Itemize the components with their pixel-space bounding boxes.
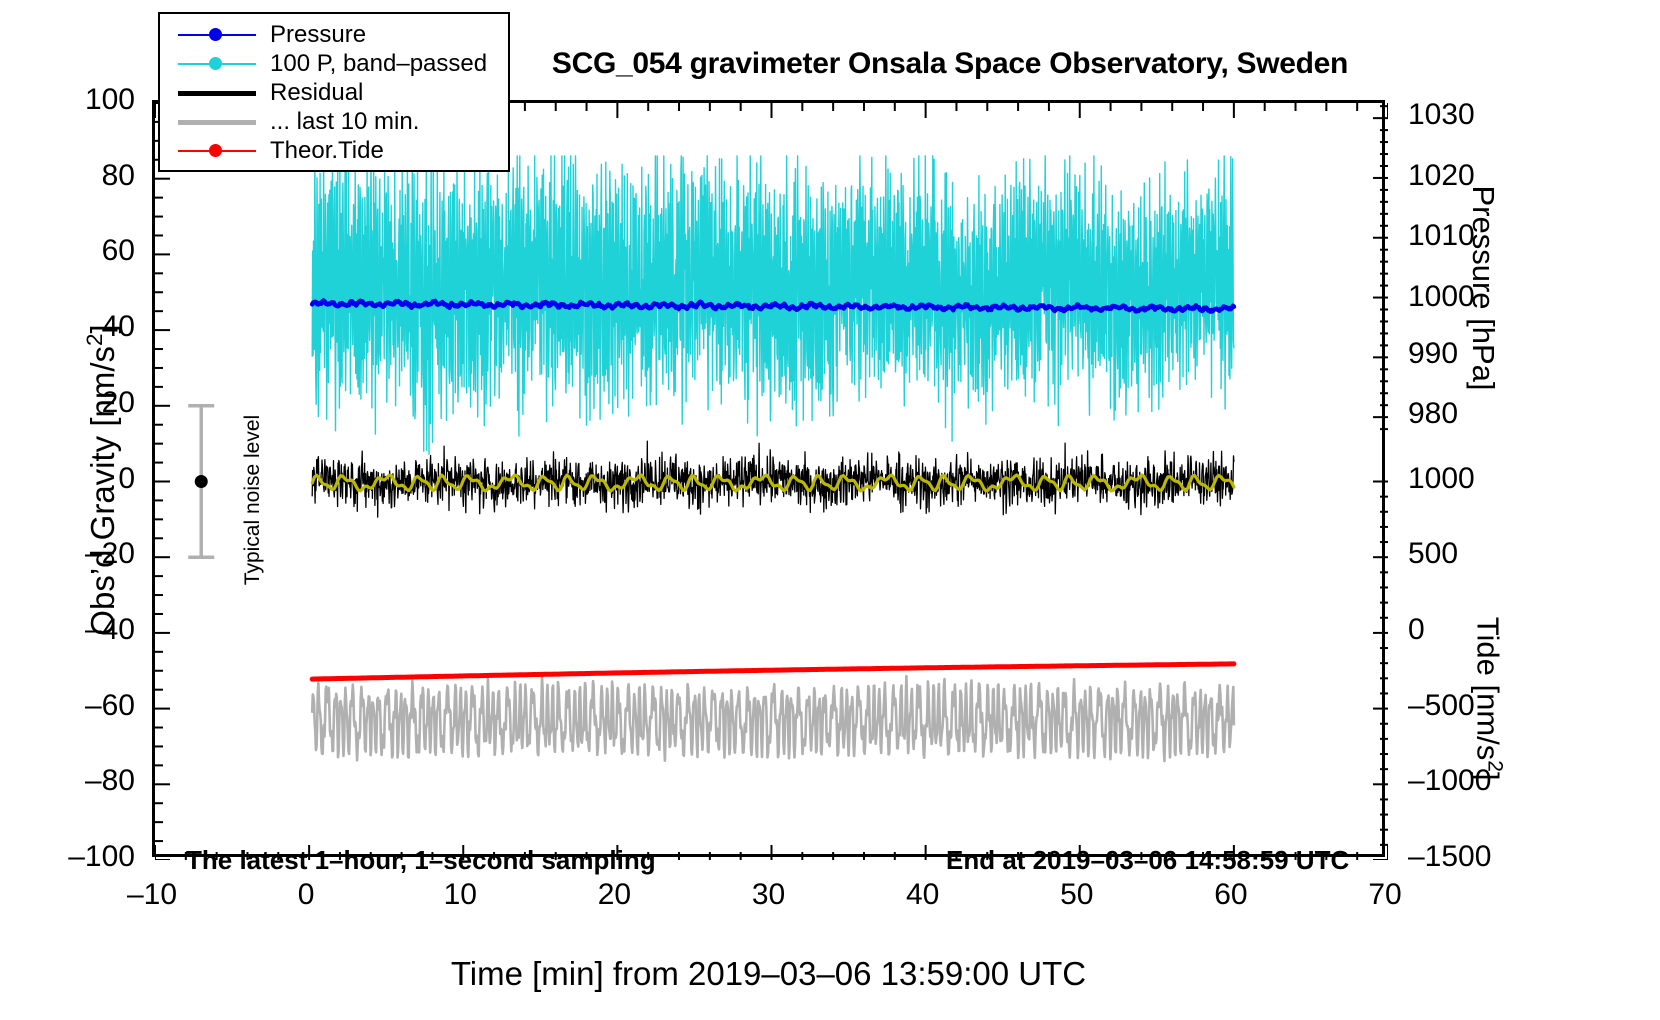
y-axis-tide-tick: 0 [1408,612,1425,646]
y-axis-left-tick: 0 [118,461,135,495]
y-axis-left-tick: –20 [84,537,135,571]
y-axis-left-tick: 100 [84,83,135,116]
y-axis-tide-tick: 1000 [1408,461,1475,495]
legend-label: ... last 10 min. [270,107,420,135]
typical-noise-level-label: Typical noise level [241,414,264,586]
x-axis-tick: 30 [751,878,786,911]
legend-swatch [178,112,256,132]
y-axis-tide-tick: –1500 [1408,840,1492,873]
y-axis-right-tick-labels: 980 990 1000 1010 1020 1030 –1500 –1000 –500 0 500… [1408,0,1548,1020]
trace-last-10-min [310,674,1236,763]
legend-label: Theor.Tide [270,136,384,164]
note-end-time: End at 2019–03–06 14:58:59 UTC [946,845,1350,875]
x-axis-tick: 10 [443,878,477,911]
legend-label: 100 P, band–passed [270,49,488,77]
legend-item: Pressure [160,20,508,49]
x-axis-tick: 70 [1368,878,1402,911]
note-sampling: The latest 1–hour, 1–second sampling [186,845,656,875]
trace-residual [311,440,1235,518]
trace-pressure [309,298,1237,314]
y-axis-left-tick: 80 [101,158,135,192]
legend-item: 100 P, band–passed [160,49,508,78]
legend-swatch [178,141,256,161]
chart-legend: Pressure 100 P, band–passed Residual... la… [158,12,510,172]
y-axis-tide-tick: –1000 [1408,764,1492,798]
x-axis-tick: 20 [597,878,632,911]
legend-label: Pressure [270,20,367,48]
typical-noise-level-marker [194,475,208,488]
legend-swatch [178,25,256,45]
x-axis-title: Time [min] from 2019–03–06 13:59:00 UTC [450,955,1087,992]
trace-bandpassed-pressure [311,155,1235,455]
chart-title: SCG_054 gravimeter Onsala Space Observat… [551,47,1349,80]
y-axis-tide-tick: –500 [1408,688,1475,722]
x-axis-tick: 60 [1214,878,1248,911]
plot-traces [155,103,1388,860]
y-axis-pressure-tick: 980 [1408,397,1459,431]
legend-line-icon [178,119,256,125]
x-axis-tick: 40 [905,878,940,911]
y-axis-left-tick: –100 [68,840,135,873]
x-axis-tick: 50 [1060,878,1094,911]
legend-marker-icon [209,56,222,70]
y-axis-left-tick: –60 [84,688,135,722]
y-axis-left-tick: 60 [101,234,135,268]
y-axis-pressure-tick: 1010 [1408,219,1475,253]
y-axis-pressure-tick: 1030 [1408,98,1475,132]
trace-theoretical-tide [309,661,1237,682]
legend-swatch [178,83,256,103]
legend-line-icon [178,90,256,96]
trace-smoothed-residual [310,473,1236,493]
y-axis-tide-tick: 500 [1408,537,1459,571]
y-axis-left-tick: 20 [101,385,135,419]
axis-ticks [155,103,1388,860]
x-axis-tick: –10 [126,878,178,911]
legend-label: Residual [270,78,364,106]
legend-swatch [178,54,256,74]
y-axis-pressure-tick: 1000 [1408,279,1475,313]
y-axis-left-tick: –40 [84,612,135,646]
plot-area [152,100,1388,860]
y-axis-left-tick: –80 [84,764,135,798]
x-axis-tick: 0 [297,878,315,911]
legend-item: Residual [160,78,508,107]
y-axis-left-tick-labels: –100 –80 –60 –40 –20 0 20 40 60 80 100 [20,0,135,1020]
typical-noise-level-errorbar [188,404,215,559]
legend-marker-icon [209,143,222,157]
legend-item: ... last 10 min. [160,107,508,136]
legend-marker-icon [209,27,222,41]
y-axis-pressure-tick: 990 [1408,336,1459,370]
y-axis-pressure-tick: 1020 [1408,158,1475,192]
y-axis-left-tick: 40 [101,310,135,344]
legend-item: Theor.Tide [160,136,508,165]
